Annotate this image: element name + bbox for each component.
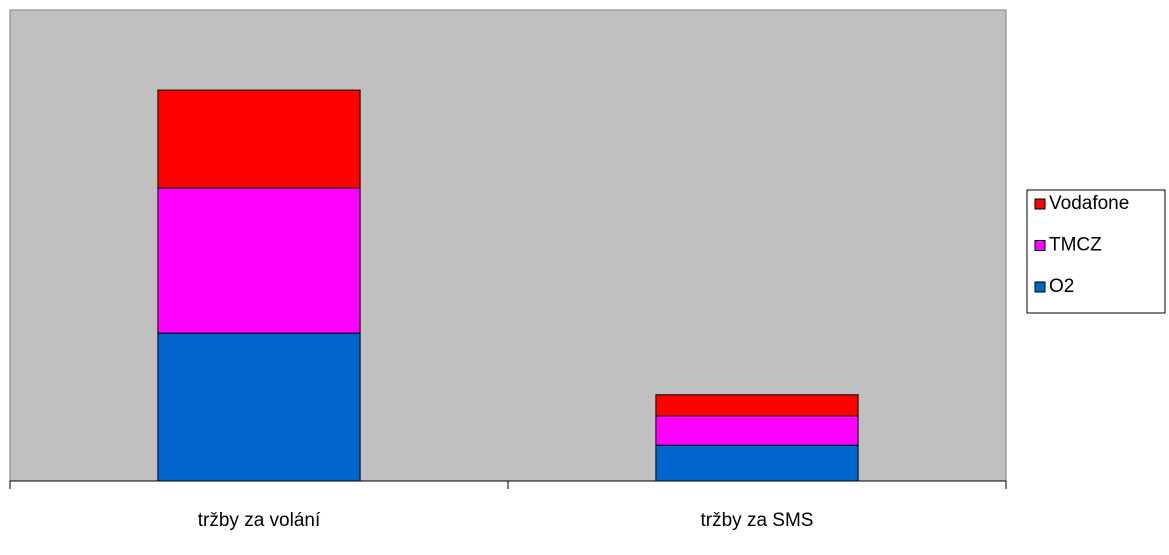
bar-segment xyxy=(157,332,361,482)
bar-segment xyxy=(655,415,859,446)
legend-label: Vodafone xyxy=(1049,193,1129,214)
bar-segment xyxy=(655,394,859,417)
bar-segment xyxy=(157,89,361,189)
bar-segment xyxy=(655,444,859,482)
legend-swatch xyxy=(1034,198,1046,210)
x-tick-label: tržby za volání xyxy=(198,510,321,531)
x-tick-label: tržby za SMS xyxy=(701,510,814,531)
legend xyxy=(1026,189,1166,314)
legend-swatch xyxy=(1034,240,1046,251)
legend-label: TMCZ xyxy=(1049,235,1102,256)
bar-segment xyxy=(157,187,361,334)
legend-label: O2 xyxy=(1049,276,1074,297)
legend-swatch xyxy=(1034,281,1046,293)
